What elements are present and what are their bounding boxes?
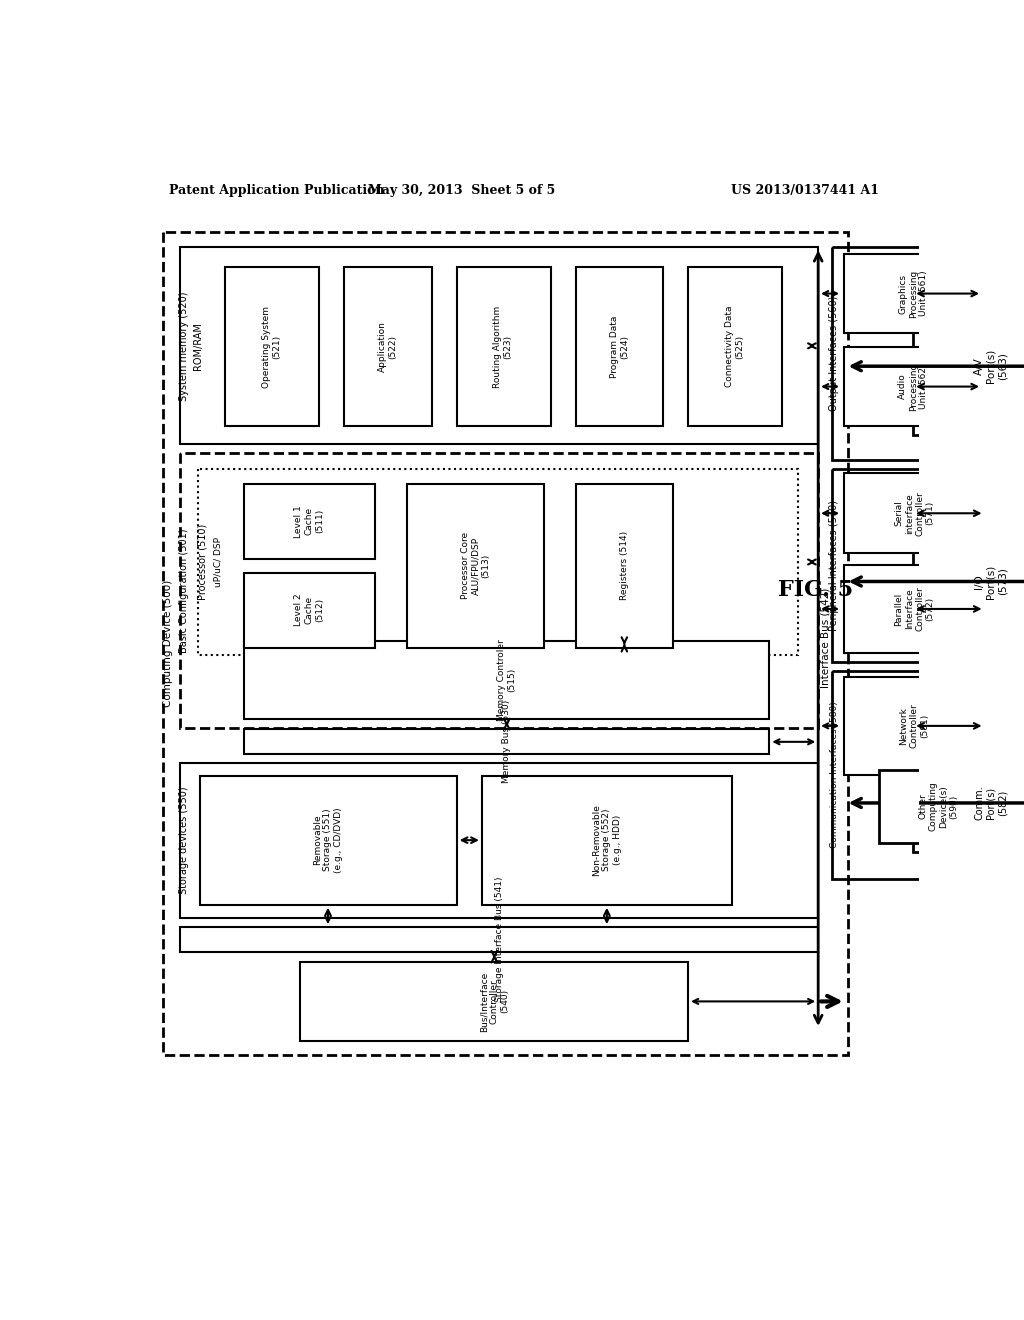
Text: Network
Controller
(581): Network Controller (581) [899,704,930,748]
Polygon shape [481,776,732,904]
Polygon shape [575,267,664,426]
Polygon shape [845,565,984,653]
Polygon shape [913,754,1024,851]
Polygon shape [845,347,982,426]
Text: uP/uC/ DSP: uP/uC/ DSP [213,537,222,587]
Text: Serial
interface
Controller
(571): Serial interface Controller (571) [894,491,935,536]
Polygon shape [244,730,769,754]
Polygon shape [688,267,782,426]
Text: Connectivity Data
(525): Connectivity Data (525) [725,306,744,388]
Text: Routing Algorithm
(523): Routing Algorithm (523) [494,306,513,388]
Text: US 2013/0137441 A1: US 2013/0137441 A1 [731,185,880,197]
Polygon shape [880,770,998,843]
Text: Memory Controler
(515): Memory Controler (515) [497,639,516,721]
Text: Application
(522): Application (522) [378,321,397,372]
Text: Communication Interfaces (580): Communication Interfaces (580) [829,701,839,847]
Text: Other
Computing
Device(s)
(590): Other Computing Device(s) (590) [919,781,958,832]
Text: Basic Configuration (501): Basic Configuration (501) [179,528,189,652]
Text: Audio
Processing
Unit (562): Audio Processing Unit (562) [898,363,928,411]
Polygon shape [344,267,432,426]
Text: ROM/RAM: ROM/RAM [193,322,203,370]
Text: May 30, 2013  Sheet 5 of 5: May 30, 2013 Sheet 5 of 5 [368,185,555,197]
Text: Output Interfaces (560): Output Interfaces (560) [829,296,840,412]
Text: Interface Bus (542): Interface Bus (542) [820,587,830,688]
Text: Level 2
Cache
(512): Level 2 Cache (512) [294,594,325,626]
Text: Storage devices (550): Storage devices (550) [179,787,189,894]
Text: I/O
Port(s)
(573): I/O Port(s) (573) [974,565,1008,598]
Text: A/V
Port(s)
(563): A/V Port(s) (563) [974,348,1008,383]
Polygon shape [913,515,1024,648]
Text: Bus/Interface
Controller
(540): Bus/Interface Controller (540) [479,972,509,1031]
Polygon shape [845,474,984,553]
Polygon shape [845,677,984,775]
Polygon shape [225,267,319,426]
Polygon shape [300,961,688,1041]
Text: Operating System
(521): Operating System (521) [262,306,282,388]
Text: Computing Device (500): Computing Device (500) [163,579,173,708]
Text: Non-Removable
Storage (552)
(e.g., HDD): Non-Removable Storage (552) (e.g., HDD) [592,804,622,876]
Polygon shape [913,298,1024,436]
Text: Memory Bus (530): Memory Bus (530) [503,700,511,784]
Polygon shape [244,640,769,719]
Text: Peripheral Interfaces (570): Peripheral Interfaces (570) [829,500,840,631]
Text: System memory (520): System memory (520) [179,292,189,400]
Polygon shape [180,927,818,952]
Text: Removable
Storage (551)
(e.g., CD/DVD): Removable Storage (551) (e.g., CD/DVD) [313,808,343,873]
Text: Processor Core
ALU/FPU/DSP
(513): Processor Core ALU/FPU/DSP (513) [461,532,490,599]
Text: Processor (510): Processor (510) [198,524,208,601]
Polygon shape [457,267,551,426]
Text: Patent Application Publication: Patent Application Publication [169,185,385,197]
Text: Program Data
(524): Program Data (524) [609,315,629,378]
Polygon shape [201,776,457,904]
Text: Comm.
Port(s)
(582): Comm. Port(s) (582) [974,785,1008,820]
Polygon shape [407,484,545,648]
Polygon shape [244,573,376,648]
Text: FIG. 5: FIG. 5 [778,578,853,601]
Polygon shape [575,484,673,648]
Polygon shape [244,484,376,560]
Text: Graphics
Processing
Unit (561): Graphics Processing Unit (561) [898,269,928,318]
Text: Parallel
Interface
Controller
(572): Parallel Interface Controller (572) [894,586,935,631]
Text: Registers (514): Registers (514) [620,531,629,601]
Polygon shape [845,253,982,334]
Text: Level 1
Cache
(511): Level 1 Cache (511) [294,504,325,537]
Text: Storage Interface Bus (541): Storage Interface Bus (541) [495,876,504,1002]
